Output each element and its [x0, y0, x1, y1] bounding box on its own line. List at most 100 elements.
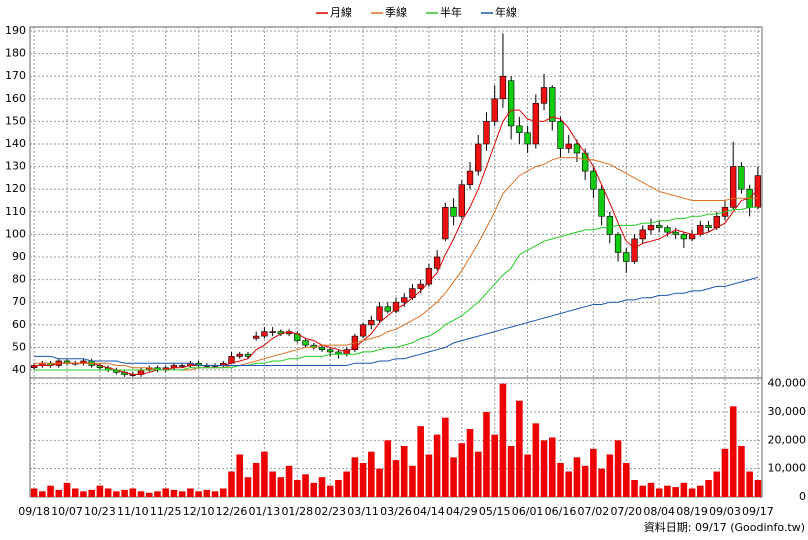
y2-tick-label: 0 [799, 490, 806, 503]
ma-line [34, 276, 759, 366]
candle-body [475, 143, 482, 172]
y-tick-label: 190 [5, 24, 26, 37]
x-tick-label: 07/20 [610, 505, 642, 518]
candle-body [549, 87, 556, 122]
candle-body [656, 225, 663, 228]
y-tick-label: 150 [5, 114, 26, 127]
volume-bar [400, 446, 408, 497]
x-tick-label: 08/04 [643, 505, 675, 518]
candle-body [450, 206, 457, 217]
candle-body [178, 365, 186, 367]
volume-bar [409, 465, 416, 497]
x-tick-label: 10/23 [84, 505, 116, 518]
candle-body [384, 306, 391, 312]
volume-bar [729, 406, 737, 497]
volume-bar [376, 468, 383, 497]
candle-body [507, 80, 515, 127]
volume-bar [129, 488, 137, 497]
volume-bar [458, 443, 466, 497]
x-tick-label: 04/29 [446, 505, 478, 518]
volume-bar [524, 454, 531, 497]
volume-bar [47, 485, 54, 497]
volume-bar [614, 440, 622, 497]
x-tick-label: 09/03 [709, 505, 741, 518]
volume-bar [573, 457, 581, 497]
x-tick-label: 12/26 [216, 505, 248, 518]
volume-bar [631, 480, 638, 497]
candle-body [376, 306, 383, 321]
footnote: 資料日期: 09/17 (Goodinfo.tw) [644, 520, 805, 534]
volume-bar [30, 488, 38, 497]
volume-bar [302, 474, 309, 497]
volume-bar [483, 412, 490, 497]
volume-bar [80, 491, 87, 497]
candle-body [606, 216, 614, 235]
candle-body [269, 331, 276, 333]
volume-bar [738, 446, 745, 497]
candle-body [516, 125, 523, 133]
volume-bar [261, 451, 268, 497]
y-tick-label: 50 [12, 340, 26, 353]
candle-body [368, 319, 375, 326]
candle-body [573, 143, 581, 154]
volume-bar [548, 437, 556, 497]
candle-body [565, 143, 572, 149]
volume-bar [474, 451, 482, 497]
ma-line [34, 109, 759, 375]
x-tick-label: 03/11 [347, 505, 379, 518]
ma-line [34, 206, 758, 371]
volume-bar [499, 383, 507, 497]
volume-bar [269, 471, 276, 497]
volume-bar [540, 440, 548, 497]
volume-bar [491, 434, 498, 497]
x-tick-label: 09/17 [742, 505, 774, 518]
volume-bar [137, 491, 145, 497]
y-tick-label: 80 [12, 273, 26, 286]
volume-bar [104, 488, 112, 497]
candle-body [253, 335, 260, 339]
volume-bar [195, 491, 202, 497]
volume-bar [294, 480, 301, 497]
legend-label: 月線 [330, 5, 352, 19]
y-tick-label: 90 [12, 250, 26, 263]
volume-bar [244, 477, 252, 497]
volume-bar [532, 423, 540, 497]
y2-tick-label: 20,000 [768, 433, 807, 446]
volume-bar [688, 488, 696, 497]
volume-bar [277, 477, 285, 497]
volume-bar [581, 465, 589, 497]
y-tick-label: 160 [5, 92, 26, 105]
x-tick-label: 04/14 [413, 505, 445, 518]
candle-body [327, 349, 334, 353]
candle-body [647, 225, 655, 231]
volume-bar [713, 471, 721, 497]
candle-body [499, 75, 507, 100]
x-tick-label: 09/18 [18, 505, 50, 518]
volume-bar [598, 468, 605, 497]
volume-bar [466, 429, 474, 497]
candle-body [697, 225, 704, 235]
volume-bar [664, 485, 671, 497]
volume-bar [96, 485, 104, 497]
y-tick-label: 100 [5, 227, 26, 240]
volume-bar [203, 489, 211, 497]
volume-bar [162, 488, 169, 497]
volume-bar [721, 448, 729, 497]
volume-bar [705, 480, 712, 497]
x-tick-label: 11/10 [117, 505, 149, 518]
legend-label: 半年 [440, 5, 462, 19]
candle-body [639, 229, 646, 240]
volume-bar [55, 489, 63, 497]
x-tick-label: 01/13 [249, 505, 281, 518]
volume-bar [252, 463, 260, 497]
candle-body [680, 234, 688, 240]
y-tick-label: 140 [5, 137, 26, 150]
y-tick-label: 170 [5, 69, 26, 82]
candle-body [236, 353, 243, 357]
volume-bar [590, 448, 597, 497]
ma-line [34, 157, 758, 371]
volume-bar [680, 482, 688, 497]
volume-bar [236, 454, 244, 497]
candle-body [466, 170, 474, 185]
candle-body [705, 225, 712, 228]
